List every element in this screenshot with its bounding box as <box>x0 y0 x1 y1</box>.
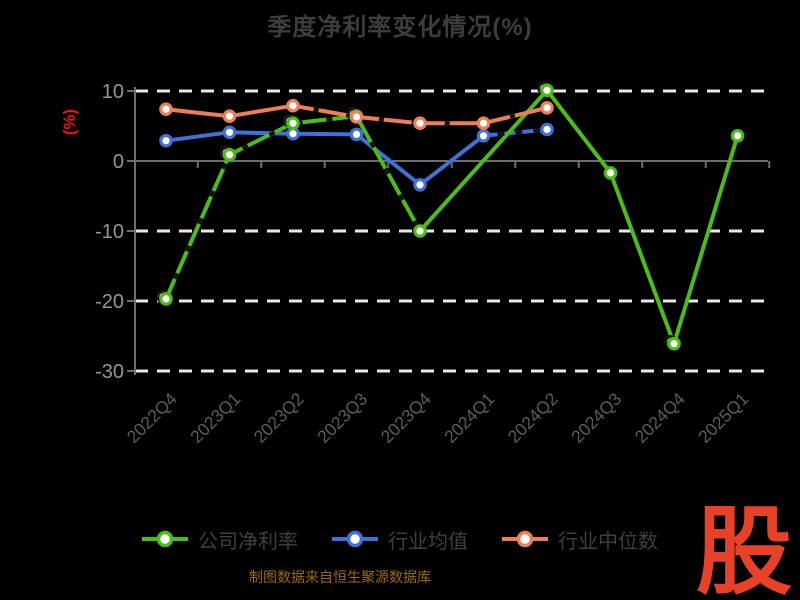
x-tick-label-2024Q3: 2024Q3 <box>567 389 625 447</box>
point-公司净利率-2024Q2[interactable] <box>540 83 554 98</box>
x-tick-label-2024Q4: 2024Q4 <box>631 389 689 447</box>
point-行业均值-2023Q1[interactable] <box>222 125 237 140</box>
legend-label: 公司净利率 <box>198 530 298 553</box>
point-行业均值-2023Q4[interactable] <box>413 178 427 192</box>
y-tick-label: -10 <box>95 221 124 243</box>
point-公司净利率-2024Q4[interactable] <box>667 336 681 351</box>
x-tick-label-2024Q2: 2024Q2 <box>504 389 562 447</box>
point-公司净利率-2025Q1[interactable] <box>730 129 745 143</box>
point-公司净利率-2023Q4[interactable] <box>413 224 427 238</box>
point-行业中位数-2024Q2[interactable] <box>540 101 554 115</box>
legend-item-公司净利率[interactable]: 公司净利率 <box>142 525 298 554</box>
point-行业中位数-2023Q4[interactable] <box>413 116 427 130</box>
point-行业中位数-2024Q1[interactable] <box>476 116 491 130</box>
point-公司净利率-2022Q4[interactable] <box>159 292 173 306</box>
legend-marker-icon <box>332 530 378 548</box>
chart-title: 季度净利率变化情况(%) <box>267 14 533 41</box>
x-tick-label-2023Q1: 2023Q1 <box>186 389 244 447</box>
point-行业中位数-2022Q4[interactable] <box>159 102 173 116</box>
legend-marker-icon <box>142 530 188 548</box>
legend-label: 行业均值 <box>388 530 468 553</box>
series-line-公司净利率[interactable] <box>164 88 740 346</box>
point-行业中位数-2023Q3[interactable] <box>349 110 364 124</box>
legend-marker-icon <box>502 530 548 548</box>
point-公司净利率-2024Q3[interactable] <box>603 166 618 180</box>
x-tick-label-2023Q3: 2023Q3 <box>313 389 371 447</box>
point-行业中位数-2023Q1[interactable] <box>222 109 237 123</box>
legend-item-行业中位数[interactable]: 行业中位数 <box>502 525 658 554</box>
legend: 公司净利率 行业均值 行业中位数 <box>0 521 800 557</box>
point-行业均值-2024Q2[interactable] <box>540 122 554 137</box>
point-行业中位数-2023Q2[interactable] <box>286 98 300 113</box>
point-公司净利率-2023Q1[interactable] <box>222 147 237 162</box>
legend-item-行业均值[interactable]: 行业均值 <box>332 525 468 554</box>
point-行业均值-2024Q1[interactable] <box>476 129 491 143</box>
y-tick-label: 0 <box>113 151 124 173</box>
point-行业均值-2023Q3[interactable] <box>349 127 364 142</box>
x-tick-label-2024Q1: 2024Q1 <box>440 389 498 447</box>
point-公司净利率-2023Q2[interactable] <box>286 116 300 130</box>
x-tick-label-2022Q4: 2022Q4 <box>123 389 181 447</box>
legend-label: 行业中位数 <box>558 530 658 553</box>
x-tick-label-2025Q1: 2025Q1 <box>694 389 752 447</box>
point-行业均值-2022Q4[interactable] <box>159 133 173 148</box>
y-tick-label: -20 <box>95 291 124 313</box>
x-tick-label-2023Q2: 2023Q2 <box>250 389 308 447</box>
x-tick-label-2023Q4: 2023Q4 <box>377 389 435 447</box>
footer-note: 制图数据来自恒生聚源数据库 <box>249 569 431 585</box>
brand-logo: 股 <box>696 499 792 600</box>
point-行业均值-2023Q2[interactable] <box>286 126 300 141</box>
dashed-overlay-avg <box>483 127 548 138</box>
y-tick-label: 10 <box>102 81 124 103</box>
y-tick-label: -30 <box>95 361 124 383</box>
